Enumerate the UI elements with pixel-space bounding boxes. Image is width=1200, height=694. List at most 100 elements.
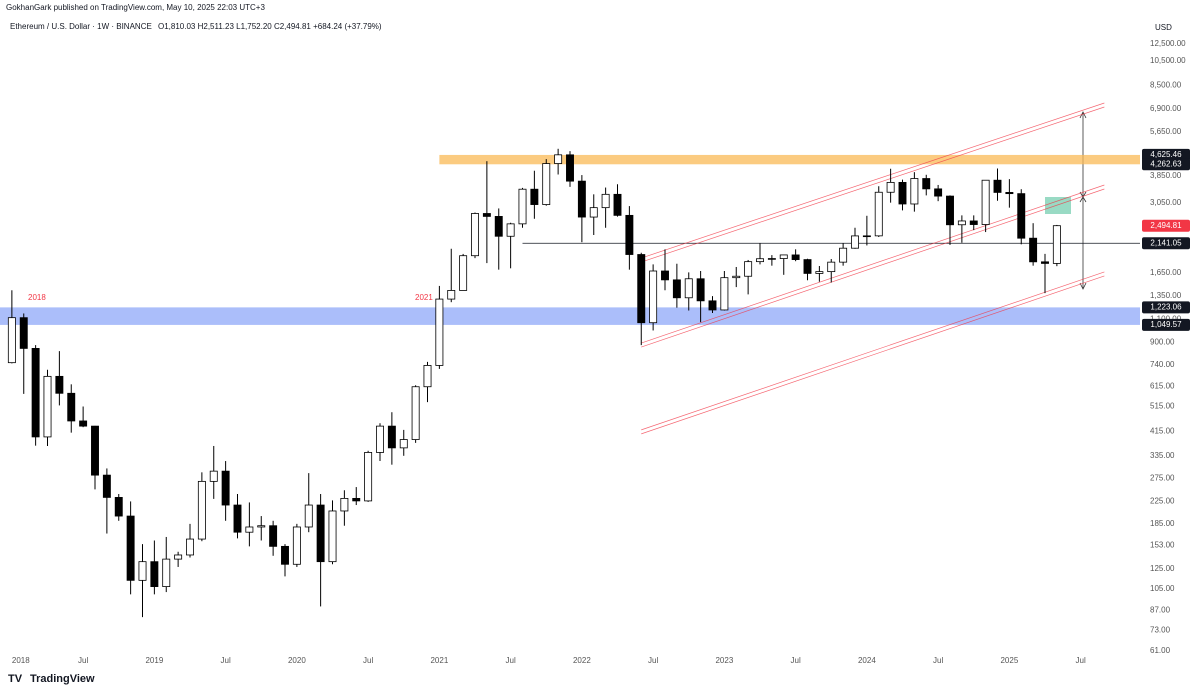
candle-body	[732, 275, 741, 279]
candle-body	[447, 290, 456, 300]
zone	[0, 307, 1140, 325]
candle-body	[672, 279, 681, 299]
candle-body	[19, 317, 28, 349]
candle-body	[839, 247, 848, 263]
candle-body	[31, 348, 40, 438]
y-tick-label: 225.00	[1150, 497, 1175, 506]
candle-body	[554, 154, 563, 164]
candle-body	[815, 271, 824, 274]
candle-body	[352, 497, 361, 502]
candle-body	[1017, 193, 1026, 239]
candle-body	[874, 191, 883, 237]
y-tick-label: 153.00	[1150, 541, 1175, 550]
candle-body	[661, 270, 669, 281]
channel-line	[641, 275, 1105, 435]
y-tick-label: 125.00	[1150, 564, 1175, 573]
candle-body	[779, 254, 788, 259]
candle-body	[518, 188, 527, 225]
candle-body	[482, 213, 491, 217]
y-tick-label: 1,350.00	[1150, 291, 1182, 300]
candle-body	[922, 178, 931, 190]
candle-body	[316, 504, 325, 563]
zone-label: 1,049.57	[1150, 320, 1182, 329]
candle-body	[471, 213, 479, 257]
x-tick-label: Jul	[791, 656, 801, 665]
candle-body	[197, 480, 206, 540]
x-tick-label: Jul	[221, 656, 231, 665]
candle-body	[102, 474, 111, 498]
y-tick-label: 900.00	[1150, 338, 1175, 347]
brand-logo: TV	[8, 673, 23, 685]
y-tick-label: 10,500.00	[1150, 56, 1186, 65]
candle-body	[1052, 225, 1061, 264]
candle-body	[126, 515, 135, 581]
candle-body	[459, 255, 468, 291]
candle-body	[803, 259, 812, 274]
plot-area	[0, 102, 1140, 618]
x-tick-label: Jul	[933, 656, 943, 665]
channel-line	[641, 188, 1105, 348]
y-tick-label: 61.00	[1150, 646, 1171, 655]
zone-label-box	[1142, 318, 1190, 331]
y-tick-label: 3,050.00	[1150, 198, 1182, 207]
candle-body	[209, 470, 218, 482]
candle-body	[827, 261, 836, 273]
candle-body	[708, 300, 717, 311]
y-tick-label: 275.00	[1150, 474, 1175, 483]
candle-body	[934, 188, 943, 197]
publisher: GokhanGark published on TradingView.com,…	[6, 3, 265, 12]
candle-body	[138, 561, 147, 581]
candle-body	[625, 214, 634, 255]
candle-body	[851, 235, 859, 249]
candle-body	[791, 254, 800, 260]
zone-label-box	[1142, 148, 1190, 161]
symbol: Ethereum / U.S. Dollar · 1W · BINANCE	[10, 22, 152, 31]
currency: USD	[1155, 23, 1172, 32]
y-tick-label: 73.00	[1150, 626, 1171, 635]
candle-body	[1041, 261, 1049, 264]
candle-body	[993, 179, 1002, 193]
y-tick-label: 87.00	[1150, 605, 1171, 614]
y-tick-label: 12,500.00	[1150, 39, 1186, 48]
channel-line	[641, 184, 1105, 344]
candle-body	[79, 420, 88, 427]
candle-body	[756, 258, 764, 263]
zone-label: 4,625.46	[1150, 150, 1182, 159]
ohlc: O1,810.03 H2,511.23 L1,752.20 C2,494.81 …	[158, 22, 382, 31]
candle-body	[186, 538, 194, 556]
hline-label-box	[1142, 237, 1190, 250]
zone-label-box	[1142, 301, 1190, 314]
candle-body	[957, 220, 966, 226]
candle-body	[399, 439, 408, 449]
x-tick-label: Jul	[78, 656, 88, 665]
zone-label: 1,223.06	[1150, 302, 1182, 311]
candle-body	[281, 545, 289, 565]
candle-body	[43, 375, 52, 438]
x-tick-label: Jul	[1076, 656, 1086, 665]
candle-body	[969, 220, 978, 225]
x-tick-label: 2021	[430, 656, 448, 665]
annotation: 2018	[28, 293, 46, 302]
channel-line	[641, 271, 1105, 431]
y-tick-label: 185.00	[1150, 519, 1175, 528]
candle-body	[174, 554, 183, 560]
zone-label-box	[1142, 158, 1190, 171]
x-tick-label: Jul	[506, 656, 516, 665]
candle-body	[744, 261, 753, 277]
candle-body	[898, 181, 907, 205]
candle-body	[411, 386, 420, 440]
candle-body	[577, 180, 586, 218]
candle-body	[696, 278, 705, 302]
candle-body	[162, 558, 171, 587]
candle-body	[387, 425, 396, 449]
candle-body	[114, 497, 123, 517]
candle-body	[637, 254, 646, 324]
candle-body	[91, 425, 99, 476]
candle-body	[506, 223, 515, 237]
x-tick-label: 2020	[288, 656, 306, 665]
candle-body	[67, 392, 76, 422]
candle-body	[221, 470, 230, 506]
last-price-label: 2,494.81	[1150, 221, 1182, 230]
y-tick-label: 615.00	[1150, 381, 1175, 390]
